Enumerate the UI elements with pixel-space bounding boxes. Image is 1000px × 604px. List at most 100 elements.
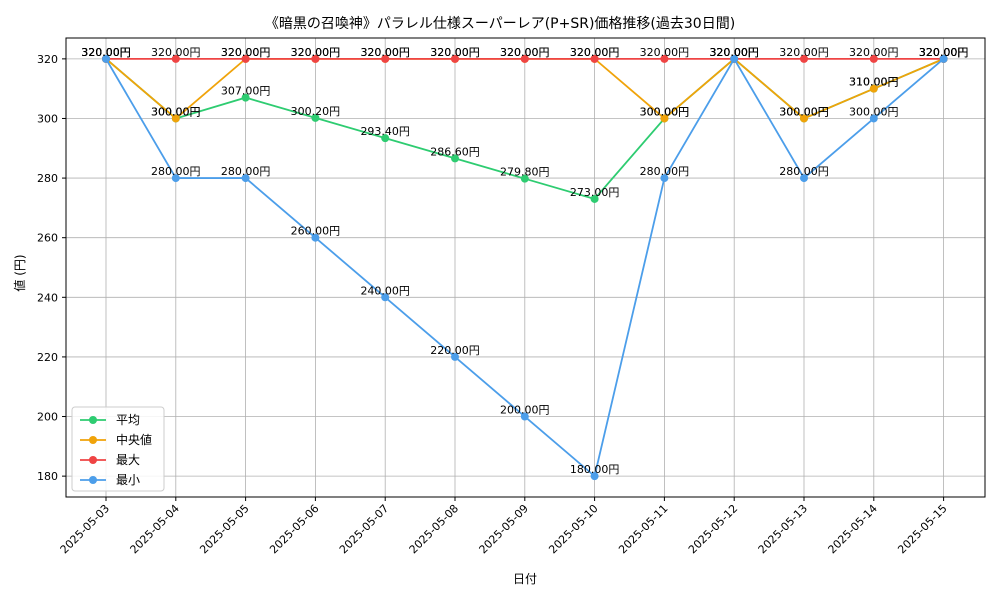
legend-item: 最大 <box>80 453 140 467</box>
y-tick-label: 280 <box>37 172 58 185</box>
legend-label: 最大 <box>116 453 140 467</box>
legend-label: 最小 <box>116 473 140 487</box>
data-point <box>660 174 669 183</box>
data-label: 320.00円 <box>709 46 759 59</box>
data-label: 280.00円 <box>151 165 201 178</box>
legend-item: 平均 <box>80 413 140 427</box>
data-label: 240.00円 <box>360 284 410 297</box>
legend-marker <box>89 416 97 424</box>
legend-marker <box>89 436 97 444</box>
x-tick-label: 2025-05-03 <box>58 502 112 556</box>
y-tick-label: 240 <box>37 291 58 304</box>
data-label: 280.00円 <box>779 165 829 178</box>
data-label: 320.00円 <box>81 46 131 59</box>
data-label: 320.00円 <box>291 46 341 59</box>
data-label: 300.00円 <box>779 105 829 118</box>
data-point <box>869 114 878 123</box>
legend-label: 平均 <box>116 413 140 427</box>
data-point <box>520 412 529 421</box>
data-point <box>660 54 669 63</box>
data-label: 280.00円 <box>640 165 690 178</box>
data-label: 220.00円 <box>430 344 480 357</box>
data-label: 300.00円 <box>640 105 690 118</box>
y-tick-label: 220 <box>37 351 58 364</box>
data-point <box>451 154 459 163</box>
x-tick-label: 2025-05-11 <box>616 502 670 556</box>
data-label: 310.00円 <box>849 76 899 89</box>
data-label: 320.00円 <box>360 46 410 59</box>
data-point <box>311 54 320 63</box>
data-label: 320.00円 <box>81 46 131 59</box>
data-label: 310.00円 <box>849 76 899 89</box>
data-label: 200.00円 <box>500 404 550 417</box>
data-point <box>381 293 390 302</box>
y-tick-label: 260 <box>37 232 58 245</box>
data-label: 286.60円 <box>430 145 480 158</box>
data-label: 320.00円 <box>221 46 271 59</box>
data-label: 320.00円 <box>81 46 131 59</box>
y-tick-label: 200 <box>37 411 58 424</box>
data-label: 260.00円 <box>291 225 341 238</box>
x-tick-label: 2025-05-09 <box>477 502 531 556</box>
data-label: 320.00円 <box>500 46 550 59</box>
data-point <box>869 54 878 63</box>
x-tick-label: 2025-05-06 <box>267 502 321 556</box>
series-layer <box>102 54 948 481</box>
x-axis-label: 日付 <box>513 572 537 586</box>
data-point <box>590 194 599 203</box>
y-tick-label: 320 <box>37 53 58 66</box>
data-label: 320.00円 <box>779 46 829 59</box>
data-label: 273.00円 <box>570 186 620 199</box>
chart-title: 《暗黒の召喚神》パラレル仕様スーパーレア(P+SR)価格推移(過去30日間) <box>265 16 735 32</box>
data-point <box>660 114 669 123</box>
y-tick-label: 180 <box>37 470 58 483</box>
x-tick-label: 2025-05-12 <box>686 502 740 556</box>
data-label: 300.00円 <box>640 105 690 118</box>
data-label: 320.00円 <box>709 46 759 59</box>
x-tick-label: 2025-05-10 <box>546 502 600 556</box>
data-label: 180.00円 <box>570 463 620 476</box>
legend-item: 最小 <box>80 473 140 487</box>
data-labels: 320.00円 300.00円 307.00円 300.20円 293.40円 286.6… <box>81 46 968 476</box>
x-tick-label: 2025-05-14 <box>826 502 880 556</box>
data-label: 300.00円 <box>151 105 201 118</box>
x-tick-label: 2025-05-08 <box>407 502 461 556</box>
data-label: 279.80円 <box>500 166 550 179</box>
legend-item: 中央値 <box>80 432 152 447</box>
data-point <box>800 114 808 123</box>
x-tick-label: 2025-05-04 <box>128 502 182 556</box>
data-label: 293.40円 <box>360 125 410 138</box>
data-label: 320.00円 <box>81 46 131 59</box>
data-label: 320.00円 <box>919 46 969 59</box>
data-point <box>590 54 599 63</box>
data-point <box>241 93 250 102</box>
x-tick-label: 2025-05-07 <box>337 502 391 556</box>
data-point <box>311 233 320 242</box>
data-label: 320.00円 <box>919 46 969 59</box>
x-tick-label: 2025-05-15 <box>895 502 949 556</box>
data-label: 300.20円 <box>291 105 341 118</box>
data-label: 320.00円 <box>849 46 899 59</box>
y-axis-label: 値 (円) <box>12 254 27 291</box>
data-label: 320.00円 <box>430 46 480 59</box>
data-label: 320.00円 <box>151 46 201 59</box>
y-tick-label: 300 <box>37 112 58 125</box>
series-4 <box>102 54 948 481</box>
data-point <box>171 54 180 63</box>
data-label: 320.00円 <box>360 46 410 59</box>
data-label: 320.00円 <box>919 46 969 59</box>
data-label: 320.00円 <box>709 46 759 59</box>
data-point <box>800 174 808 183</box>
data-point <box>451 352 459 361</box>
data-point <box>590 472 599 481</box>
data-label: 320.00円 <box>430 46 480 59</box>
grid <box>66 38 985 497</box>
data-point <box>939 54 948 63</box>
data-point <box>800 54 808 63</box>
data-label: 320.00円 <box>221 46 271 59</box>
data-point <box>869 84 878 93</box>
data-point <box>730 54 739 63</box>
